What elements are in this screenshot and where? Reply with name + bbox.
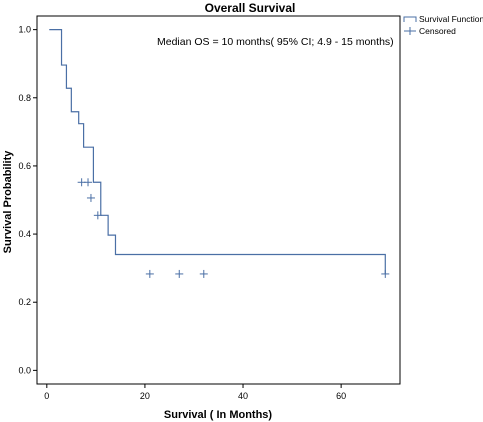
legend-label-survival-function: Survival Function: [419, 14, 483, 24]
x-axis: 0 20 40 60: [44, 384, 346, 401]
x-tick-label: 0: [44, 391, 49, 401]
x-axis-title: Survival ( In Months): [164, 409, 273, 421]
y-tick-label: 0.2: [18, 297, 31, 307]
median-os-annotation: Median OS = 10 months( 95% CI; 4.9 - 15 …: [157, 36, 394, 48]
y-tick-label: 0.8: [18, 93, 31, 103]
plot-frame: [36, 15, 401, 385]
y-tick-label: 1.0: [18, 25, 31, 35]
legend-label-censored: Censored: [419, 26, 456, 36]
x-tick-label: 60: [336, 391, 346, 401]
y-tick-label: 0.6: [18, 161, 31, 171]
y-axis-title: Survival Probability: [2, 150, 14, 254]
censored-marks: [77, 178, 390, 278]
y-tick-label: 0.0: [18, 365, 31, 375]
legend-swatch-survival-function: [403, 16, 417, 22]
chart-title: Overall Survival: [205, 1, 296, 15]
x-tick-label: 40: [238, 391, 248, 401]
legend: Survival Function Censored: [403, 14, 483, 36]
y-tick-label: 0.4: [18, 229, 31, 239]
survival-function-line: [49, 29, 386, 274]
y-axis: 0.0 0.2 0.4 0.6 0.8 1.0: [18, 25, 37, 375]
x-tick-label: 20: [140, 391, 150, 401]
